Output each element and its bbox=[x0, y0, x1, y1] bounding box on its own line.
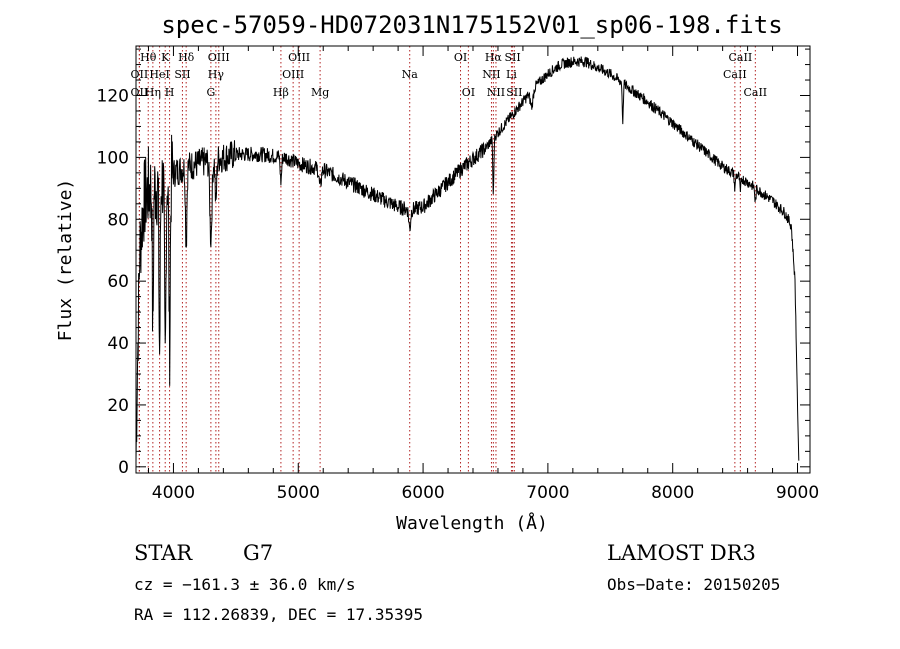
y-tick-label-1: 20 bbox=[107, 396, 129, 416]
line-label-27: CaII bbox=[743, 86, 767, 99]
survey-name: LAMOST DR3 bbox=[607, 541, 756, 565]
line-label-25: CaII bbox=[723, 68, 747, 81]
x-tick-label-2: 6000 bbox=[401, 483, 444, 503]
line-label-12: Hβ bbox=[273, 86, 289, 99]
line-label-5: K bbox=[161, 51, 170, 64]
x-tick-label-3: 7000 bbox=[526, 483, 569, 503]
line-label-9: G bbox=[206, 86, 215, 99]
line-label-22: SII bbox=[504, 51, 520, 64]
object-subclass: G7 bbox=[243, 541, 273, 565]
chart-title: spec-57059-HD072031N175152V01_sp06-198.f… bbox=[161, 11, 782, 39]
object-class: STAR bbox=[134, 541, 193, 565]
line-label-1: Hθ bbox=[140, 51, 157, 64]
spectrum-line bbox=[135, 56, 800, 462]
y-tick-label-3: 60 bbox=[107, 272, 129, 292]
y-tick-label-6: 120 bbox=[97, 87, 129, 107]
y-tick-label-5: 100 bbox=[97, 148, 129, 168]
line-label-6: H bbox=[165, 86, 175, 99]
line-label-3: Hη bbox=[145, 86, 161, 99]
spectrum-series bbox=[135, 56, 800, 462]
line-label-19: NII bbox=[482, 68, 500, 81]
y-tick-label-4: 80 bbox=[107, 210, 129, 230]
line-label-2: OII bbox=[131, 68, 149, 81]
line-label-13: OIII bbox=[282, 68, 304, 81]
velocity-readout: cz = −161.3 ± 36.0 km/s bbox=[134, 575, 356, 594]
y-axis-label: Flux (relative) bbox=[55, 179, 76, 342]
line-label-4: HeI bbox=[149, 68, 169, 81]
plot-frame bbox=[135, 45, 811, 474]
line-label-8: Hδ bbox=[178, 51, 195, 64]
line-label-17: OI bbox=[454, 51, 467, 64]
x-tick-label-0: 4000 bbox=[152, 483, 195, 503]
emission-line-labels: OIIHθOIIHηHeIKHSIIHδGHγOIIIHβOIIIOIIIMgN… bbox=[131, 51, 768, 99]
line-label-21: NII bbox=[487, 86, 505, 99]
y-tick-label-2: 40 bbox=[107, 334, 129, 354]
line-label-10: Hγ bbox=[208, 68, 225, 81]
line-label-15: Mg bbox=[311, 86, 329, 99]
line-label-23: Li bbox=[506, 68, 517, 81]
line-label-20: Hα bbox=[485, 51, 503, 64]
emission-line-markers bbox=[138, 46, 756, 473]
x-axis-label: Wavelength (Å) bbox=[396, 512, 548, 534]
line-label-7: SII bbox=[174, 68, 190, 81]
observation-date: Obs−Date: 20150205 bbox=[607, 575, 780, 594]
line-label-18: OI bbox=[462, 86, 475, 99]
line-label-14: OIII bbox=[288, 51, 310, 64]
y-axis-ticks: 0 20 40 60 80 100 120 bbox=[97, 48, 810, 478]
line-label-16: Na bbox=[402, 68, 419, 81]
line-label-24: SII bbox=[506, 86, 522, 99]
x-tick-label-5: 9000 bbox=[776, 483, 819, 503]
y-tick-label-0: 0 bbox=[118, 458, 129, 478]
coordinates-readout: RA = 112.26839, DEC = 17.35395 bbox=[134, 605, 423, 624]
x-axis-ticks: 4000 5000 6000 7000 8000 9000 bbox=[147, 46, 819, 503]
x-tick-label-4: 8000 bbox=[651, 483, 694, 503]
x-tick-label-1: 5000 bbox=[277, 483, 320, 503]
line-label-26: CaII bbox=[729, 51, 753, 64]
line-label-11: OIII bbox=[208, 51, 230, 64]
